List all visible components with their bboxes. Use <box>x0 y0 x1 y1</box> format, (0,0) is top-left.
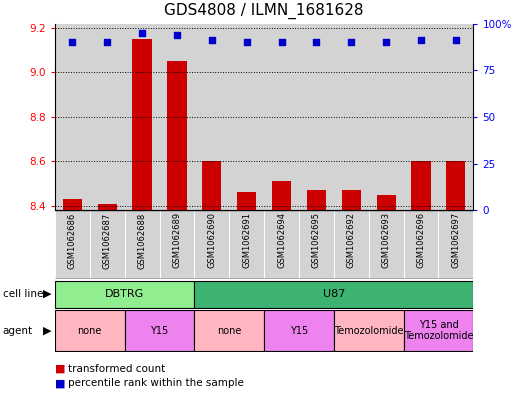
Point <box>347 39 356 46</box>
Text: Y15: Y15 <box>290 325 308 336</box>
Bar <box>307 190 326 210</box>
Bar <box>90 24 124 210</box>
Bar <box>438 210 473 279</box>
Bar <box>264 24 299 210</box>
Bar <box>229 24 264 210</box>
Text: none: none <box>217 325 242 336</box>
FancyBboxPatch shape <box>195 310 264 351</box>
Text: cell line: cell line <box>3 289 43 299</box>
Text: ▶: ▶ <box>43 326 51 336</box>
FancyBboxPatch shape <box>55 281 195 308</box>
Bar <box>404 210 438 279</box>
Point <box>138 30 146 36</box>
Text: DBTRG: DBTRG <box>105 289 144 299</box>
Text: GSM1062696: GSM1062696 <box>416 212 426 268</box>
Point <box>173 32 181 38</box>
Text: Y15 and
Temozolomide: Y15 and Temozolomide <box>404 320 473 341</box>
Text: agent: agent <box>3 326 33 336</box>
Text: GSM1062697: GSM1062697 <box>451 212 460 268</box>
FancyBboxPatch shape <box>195 281 473 308</box>
Point <box>312 39 321 46</box>
Bar <box>377 195 396 210</box>
Bar <box>167 61 187 210</box>
Bar <box>272 181 291 210</box>
Text: GSM1062689: GSM1062689 <box>173 212 181 268</box>
Text: percentile rank within the sample: percentile rank within the sample <box>68 378 244 388</box>
Bar <box>63 199 82 210</box>
Text: GSM1062690: GSM1062690 <box>207 212 217 268</box>
Bar <box>438 24 473 210</box>
Bar <box>342 190 361 210</box>
Bar <box>446 162 465 210</box>
Point <box>68 39 76 46</box>
Bar <box>369 210 404 279</box>
Text: ■: ■ <box>55 378 65 388</box>
Bar <box>124 24 160 210</box>
Bar <box>124 210 160 279</box>
Point <box>417 37 425 44</box>
Bar <box>55 24 90 210</box>
Text: GSM1062688: GSM1062688 <box>138 212 146 268</box>
Bar <box>334 210 369 279</box>
Bar <box>160 210 195 279</box>
Bar <box>132 39 152 210</box>
Text: Temozolomide: Temozolomide <box>334 325 403 336</box>
FancyBboxPatch shape <box>264 310 334 351</box>
Bar <box>202 162 221 210</box>
Title: GDS4808 / ILMN_1681628: GDS4808 / ILMN_1681628 <box>164 3 364 19</box>
Point <box>243 39 251 46</box>
Text: ▶: ▶ <box>43 289 51 299</box>
Bar <box>299 24 334 210</box>
Bar <box>299 210 334 279</box>
Bar <box>369 24 404 210</box>
Text: U87: U87 <box>323 289 345 299</box>
Bar <box>264 210 299 279</box>
Point <box>382 39 390 46</box>
Text: GSM1062694: GSM1062694 <box>277 212 286 268</box>
Text: transformed count: transformed count <box>68 364 165 374</box>
Bar <box>195 210 229 279</box>
Bar <box>404 24 438 210</box>
Text: GSM1062695: GSM1062695 <box>312 212 321 268</box>
Bar <box>229 210 264 279</box>
FancyBboxPatch shape <box>55 310 124 351</box>
Point <box>452 37 460 44</box>
Text: GSM1062693: GSM1062693 <box>382 212 391 268</box>
Bar <box>195 24 229 210</box>
Text: ■: ■ <box>55 364 65 374</box>
Point <box>277 39 286 46</box>
Bar <box>90 210 124 279</box>
Bar <box>412 162 430 210</box>
FancyBboxPatch shape <box>334 310 404 351</box>
Bar <box>334 24 369 210</box>
Text: none: none <box>77 325 102 336</box>
Text: GSM1062692: GSM1062692 <box>347 212 356 268</box>
Bar <box>98 204 117 210</box>
Bar <box>237 193 256 210</box>
Text: GSM1062686: GSM1062686 <box>68 212 77 268</box>
Point <box>103 39 111 46</box>
Text: GSM1062691: GSM1062691 <box>242 212 251 268</box>
FancyBboxPatch shape <box>124 310 195 351</box>
Text: Y15: Y15 <box>151 325 168 336</box>
Bar <box>55 210 90 279</box>
Bar <box>160 24 195 210</box>
Point <box>208 37 216 44</box>
FancyBboxPatch shape <box>404 310 473 351</box>
Text: GSM1062687: GSM1062687 <box>103 212 112 268</box>
